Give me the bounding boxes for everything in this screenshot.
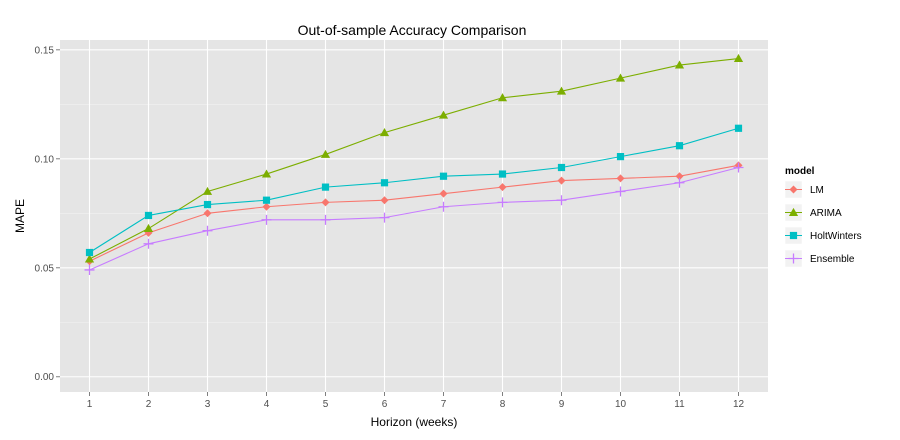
data-point-lm <box>439 189 448 198</box>
data-point-ensemble <box>261 214 272 225</box>
series-holtwinters <box>85 124 743 257</box>
series-line-holtwinters <box>89 127 739 253</box>
data-point-ensemble <box>202 225 213 236</box>
chart-title: Out-of-sample Accuracy Comparison <box>298 22 527 38</box>
legend-item-lm: LM <box>784 180 824 199</box>
legend-item-holtwinters: HoltWinters <box>784 226 862 245</box>
data-point-arima <box>202 186 213 195</box>
data-point-ensemble <box>733 162 744 173</box>
data-point-lm <box>498 183 507 192</box>
data-point-holtwinters <box>439 172 448 180</box>
legend: model LM ARIMA HoltWinters Ensemble <box>784 166 862 268</box>
legend-label-ensemble: Ensemble <box>810 254 855 265</box>
legend-item-arima: ARIMA <box>784 203 842 222</box>
data-point-holtwinters <box>616 153 625 161</box>
data-point-lm <box>203 209 212 218</box>
data-point-arima <box>615 73 626 82</box>
data-point-holtwinters <box>85 248 94 257</box>
data-point-lm <box>675 172 684 181</box>
y-tick-label: 0.10 <box>35 154 55 165</box>
data-point-lm <box>616 174 625 183</box>
series-line-lm <box>89 164 739 262</box>
data-point-arima <box>379 128 390 137</box>
data-point-holtwinters <box>734 124 743 132</box>
x-tick-label: 10 <box>615 399 627 410</box>
y-tick-label: 0.05 <box>35 263 55 274</box>
x-tick-label: 8 <box>500 399 506 410</box>
series-line-arima <box>89 57 739 260</box>
data-point-lm <box>262 202 271 211</box>
x-tick-label: 9 <box>559 399 565 410</box>
legend-label-lm: LM <box>810 185 824 196</box>
data-point-arima <box>674 60 685 69</box>
data-point-holtwinters <box>321 183 330 191</box>
series-layer <box>84 53 744 275</box>
legend-key-marker-holtwinters <box>789 231 798 240</box>
data-point-arima <box>143 223 154 232</box>
x-tick-label: 1 <box>87 399 93 410</box>
x-axis-title: Horizon (weeks) <box>371 415 458 429</box>
legend-title: model <box>785 166 815 177</box>
x-tick-label: 3 <box>205 399 211 410</box>
legend-key-marker-arima <box>788 207 799 216</box>
data-point-holtwinters <box>675 142 684 150</box>
data-point-ensemble <box>674 177 685 188</box>
data-point-ensemble <box>615 186 626 197</box>
legend-key-marker-lm <box>789 185 798 194</box>
x-tick-label: 5 <box>323 399 329 410</box>
data-point-ensemble <box>438 201 449 212</box>
data-point-holtwinters <box>144 211 153 220</box>
data-point-ensemble <box>497 197 508 208</box>
data-point-ensemble <box>143 238 154 249</box>
data-point-ensemble <box>84 264 95 275</box>
data-point-lm <box>321 198 330 207</box>
legend-label-holtwinters: HoltWinters <box>810 231 862 242</box>
y-axis-title: MAPE <box>13 199 27 233</box>
x-tick-label: 12 <box>733 399 745 410</box>
x-tick-label: 2 <box>146 399 152 410</box>
data-point-arima <box>261 169 272 178</box>
data-point-lm <box>380 196 389 205</box>
legend-key-marker-ensemble <box>788 253 799 264</box>
series-arima <box>84 53 744 263</box>
series-ensemble <box>84 162 744 275</box>
data-point-arima <box>733 53 744 62</box>
data-point-arima <box>556 86 567 95</box>
data-point-ensemble <box>556 195 567 206</box>
y-axis: 0.00 0.05 0.10 0.15 <box>35 45 60 383</box>
data-point-lm <box>557 176 566 185</box>
data-point-arima <box>497 93 508 102</box>
data-point-ensemble <box>379 212 390 223</box>
x-tick-label: 6 <box>382 399 388 410</box>
data-point-holtwinters <box>203 200 212 209</box>
data-point-holtwinters <box>262 196 271 204</box>
series-lm <box>85 161 743 266</box>
x-tick-label: 11 <box>674 399 685 410</box>
x-tick-label: 7 <box>441 399 447 410</box>
legend-label-arima: ARIMA <box>810 208 842 219</box>
data-point-arima <box>84 254 95 263</box>
data-point-holtwinters <box>498 170 507 178</box>
legend-item-ensemble: Ensemble <box>784 249 855 268</box>
y-tick-label: 0.15 <box>35 45 55 56</box>
data-point-arima <box>438 110 449 119</box>
data-point-holtwinters <box>557 163 566 172</box>
minor-gridlines <box>60 103 768 323</box>
plot-panel <box>60 40 768 392</box>
x-axis: 1 2 3 4 5 6 7 8 9 10 11 12 <box>87 392 745 410</box>
x-tick-label: 4 <box>264 399 270 410</box>
data-point-arima <box>320 149 331 158</box>
data-point-ensemble <box>320 214 331 225</box>
data-point-holtwinters <box>380 179 389 187</box>
y-tick-label: 0.00 <box>35 372 55 383</box>
series-line-ensemble <box>89 166 739 271</box>
